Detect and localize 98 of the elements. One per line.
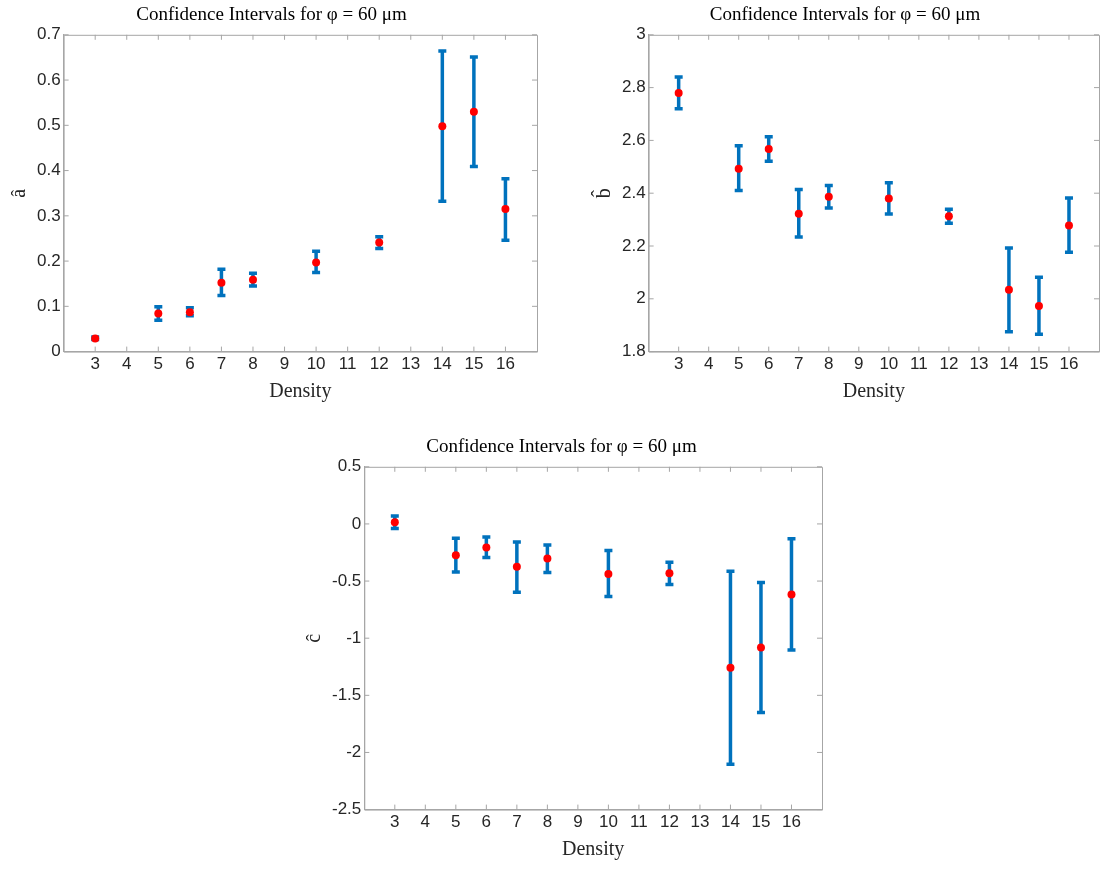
x-tick-label: 4 [122,354,132,374]
x-tick-label: 7 [512,812,522,832]
point [944,212,953,221]
point [674,88,683,97]
point [312,258,321,267]
x-tick-label: 4 [420,812,431,832]
x-tick-label: 9 [279,354,290,374]
point [734,164,743,173]
x-tick-label: 16 [1059,354,1079,374]
point [1004,285,1013,294]
point [543,554,552,563]
point [451,551,460,560]
x-tick-label: 15 [1029,354,1049,374]
x-tick-label: 16 [495,354,515,374]
x-tick-label: 15 [464,354,484,374]
point [512,562,521,571]
x-tick-label: 8 [824,354,834,374]
x-axis-title: Density [269,379,332,403]
x-axis-title: Density [842,379,905,403]
point [726,663,735,672]
y-tick-label: 0.5 [36,115,61,134]
x-tick-label: 8 [542,812,553,832]
x-tick-label: 4 [703,354,714,374]
y-tick-label: -1.5 [332,685,362,705]
y-tick-label: 0 [51,341,61,361]
y-tick-label: 0.2 [36,250,61,270]
y-tick-label: 0.1 [36,296,61,316]
x-tick-label: 11 [338,354,357,374]
point [884,194,893,203]
x-tick-label: 3 [673,354,684,374]
y-tick-label: -1 [346,627,362,647]
point [764,145,773,154]
point [1064,221,1073,230]
x-tick-label: 3 [390,812,400,832]
y-tick-label: 2.8 [621,77,646,97]
point [501,205,510,214]
x-tick-label: 16 [782,812,801,832]
chart-title: Confidence Intervals for φ = 60 μm [426,435,697,457]
y-tick-label: 0 [351,513,362,533]
x-tick-label: 12 [369,354,389,374]
x-tick-label: 10 [306,354,326,374]
x-tick-label: 8 [248,354,258,374]
point [824,192,833,201]
y-tick-label: 2.2 [621,235,646,255]
y-tick-label: 0.3 [36,205,61,225]
x-tick-label: 12 [659,812,679,832]
y-tick-label: 3 [636,24,646,44]
y-axis-title: ĉ [302,633,325,643]
x-tick-label: 6 [481,812,492,832]
y-axis-title: b̂ [590,188,615,199]
y-tick-label: 1.8 [621,341,646,361]
x-tick-label: 13 [401,354,421,374]
y-tick-label: 0.5 [337,456,362,476]
x-tick-label: 7 [794,354,804,374]
y-tick-label: 2.6 [621,130,646,150]
y-axis-title: â [7,188,30,198]
chart-title: Confidence Intervals for φ = 60 μm [136,3,407,25]
point [787,590,796,599]
point [604,569,613,578]
point [469,107,478,116]
y-tick-label: 0.6 [36,69,61,89]
x-tick-label: 9 [854,354,864,374]
x-tick-label: 5 [153,354,164,374]
point [1034,301,1043,310]
y-tick-label: 0.4 [36,160,61,180]
x-tick-label: 14 [432,354,452,374]
x-tick-label: 15 [751,812,771,832]
point [154,309,163,318]
x-tick-label: 5 [733,354,744,374]
y-tick-label: 0.7 [36,24,61,44]
x-tick-label: 9 [573,812,583,832]
point [794,209,803,218]
x-tick-label: 7 [216,354,227,374]
y-tick-label: 2 [636,288,646,308]
point [665,569,674,578]
point [756,643,765,652]
x-tick-label: 12 [939,354,959,374]
y-tick-label: -2.5 [332,799,362,819]
x-axis-title: Density [562,837,625,861]
y-tick-label: 2.4 [621,182,646,202]
x-tick-label: 11 [630,812,648,832]
x-tick-label: 5 [451,812,461,832]
point [217,278,226,287]
x-tick-label: 6 [185,354,195,374]
x-tick-label: 10 [879,354,899,374]
x-tick-label: 13 [969,354,989,374]
x-tick-label: 11 [910,354,928,374]
y-tick-label: -0.5 [332,570,362,590]
point [482,543,491,552]
x-tick-label: 10 [598,812,618,832]
x-tick-label: 13 [690,812,710,832]
x-tick-label: 6 [764,354,774,374]
chart-title: Confidence Intervals for φ = 60 μm [709,3,981,25]
x-tick-label: 14 [999,354,1019,374]
x-tick-label: 3 [90,354,100,374]
point [438,122,447,131]
y-tick-label: -2 [346,742,362,762]
x-tick-label: 14 [721,812,740,832]
